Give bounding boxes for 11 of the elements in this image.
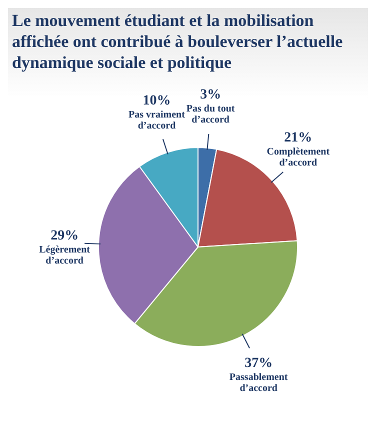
data-label: 10% (142, 93, 171, 108)
chart-title: Le mouvement étudiant et la mobilisation affichée ont contribué à bouleverser l’actuelle dynamique sociale et politique (11, 10, 344, 74)
slice-label: Passablement d’accord (229, 372, 288, 394)
data-label: 21% (284, 130, 312, 146)
slice-label: Pas vraiment d’accord (128, 109, 186, 132)
data-label: 37% (244, 356, 273, 372)
slice-label: Complètement d’accord (266, 146, 330, 168)
data-label: 29% (50, 228, 79, 244)
slice-label: Pas du tout d’accord (186, 104, 236, 126)
slice-label: Légèrement d’accord (39, 244, 91, 267)
data-label: 3% (200, 88, 222, 103)
